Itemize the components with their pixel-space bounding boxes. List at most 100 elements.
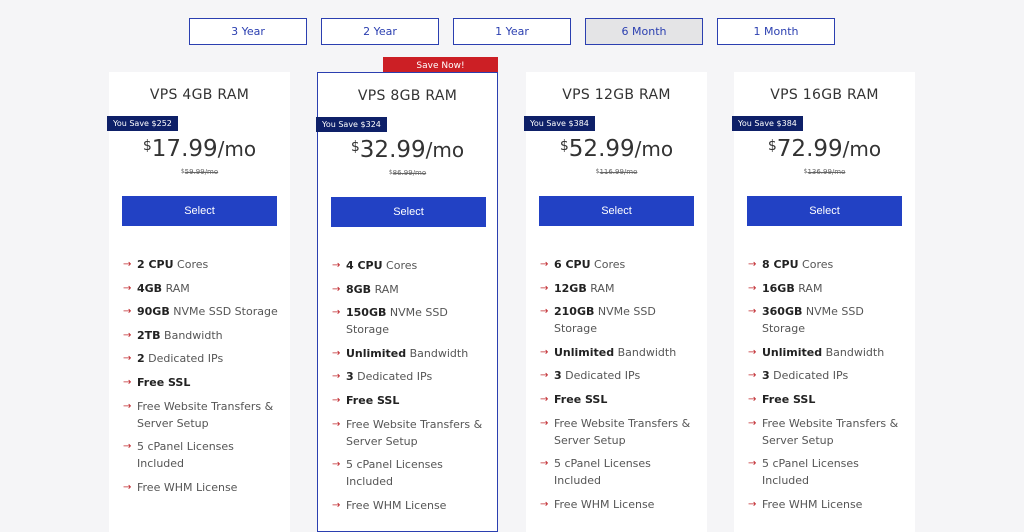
arrow-right-icon: → (540, 417, 549, 429)
feature-item: → Free SSL (748, 391, 907, 408)
feature-detail: Free WHM License (762, 497, 863, 511)
arrow-right-icon: → (748, 259, 757, 270)
feature-detail: 5 cPanel Licenses Included (137, 440, 234, 471)
feature-item: → 6 CPU Cores (540, 256, 699, 273)
feature-item: → 360GB NVMe SSD Storage (748, 303, 907, 337)
arrow-right-icon: → (332, 499, 341, 511)
plan-title: VPS 4GB RAM (149, 87, 250, 103)
feature-detail: Cores (590, 258, 626, 271)
arrow-right-icon: → (123, 376, 132, 388)
feature-item: → 3 Dedicated IPs (332, 368, 489, 385)
feature-bold: 2 (137, 352, 145, 366)
arrow-right-icon: → (332, 260, 341, 271)
feature-detail: Free WHM License (137, 480, 238, 494)
plan-price: $52.99/mo (526, 136, 707, 162)
feature-text: Free WHM License (137, 479, 237, 496)
price-amount: 52.99 (568, 136, 635, 162)
plan-price: $17.99/mo (109, 136, 290, 162)
feature-text: Free SSL (762, 391, 815, 408)
feature-text: Free Website Transfers & Server Setup (554, 415, 699, 449)
savings-badge: You Save $252 (107, 116, 178, 131)
feature-bold: 8GB (346, 282, 372, 296)
tab-3-year[interactable]: 3 Year (189, 18, 307, 45)
feature-item: → 2 CPU Cores (123, 256, 282, 273)
feature-detail: Free Website Transfers & Server Setup (554, 416, 691, 447)
feature-detail: RAM (371, 282, 399, 296)
feature-bold: Unlimited (554, 345, 615, 359)
feature-text: Free SSL (554, 391, 607, 408)
arrow-right-icon: → (123, 353, 132, 365)
feature-detail: NVMe SSD Storage (762, 305, 864, 336)
feature-item: → Free SSL (540, 391, 699, 408)
feature-detail: Dedicated IPs (353, 370, 433, 384)
feature-item: → 5 cPanel Licenses Included (332, 456, 489, 490)
original-price: $86.99/mo (318, 169, 497, 177)
price-amount: 17.99 (151, 136, 218, 162)
save-now-ribbon: Save Now! (383, 57, 498, 74)
old-price-amount: 59.99/mo (184, 168, 219, 176)
plan-card: VPS 16GB RAM You Save $384 $72.99/mo $136.9… (732, 72, 915, 532)
feature-item: → Free WHM License (748, 496, 907, 513)
currency-symbol: $ (559, 138, 569, 154)
feature-item: → Unlimited Bandwidth (748, 344, 907, 361)
feature-text: Unlimited Bandwidth (554, 344, 676, 361)
feature-detail: Free WHM License (554, 497, 655, 511)
arrow-right-icon: → (123, 282, 132, 294)
feature-detail: Free Website Transfers & Server Setup (762, 416, 899, 447)
price-period: /mo (425, 138, 465, 162)
feature-text: 4GB RAM (137, 280, 190, 297)
arrow-right-icon: → (332, 283, 341, 295)
feature-text: Free WHM License (554, 496, 654, 513)
feature-detail: 5 cPanel Licenses Included (554, 457, 651, 488)
feature-item: → 4GB RAM (123, 280, 282, 297)
feature-item: → 210GB NVMe SSD Storage (540, 303, 699, 337)
feature-text: Free Website Transfers & Server Setup (346, 416, 489, 450)
feature-detail: Free Website Transfers & Server Setup (137, 399, 274, 430)
price-amount: 32.99 (359, 137, 426, 163)
tab-6-month[interactable]: 6 Month (585, 18, 703, 45)
feature-list: → 4 CPU Cores → 8GB RAM → 150GB NVMe SSD Stor… (332, 257, 489, 520)
tab-1-month[interactable]: 1 Month (717, 18, 835, 45)
savings-badge: You Save $384 (524, 116, 595, 131)
tab-2-year[interactable]: 2 Year (321, 18, 439, 45)
tab-1-year[interactable]: 1 Year (453, 18, 571, 45)
feature-text: 12GB RAM (554, 280, 614, 297)
feature-detail: Cores (798, 258, 834, 271)
select-plan-button[interactable]: Select (539, 196, 694, 226)
billing-period-tabs: 3 Year 2 Year 1 Year 6 Month 1 Month (189, 18, 835, 45)
currency-symbol: $ (767, 138, 777, 154)
feature-item: → Free Website Transfers & Server Setup (748, 415, 907, 449)
currency-symbol: $ (142, 138, 152, 154)
original-price: $59.99/mo (109, 168, 290, 176)
feature-bold: Free SSL (346, 393, 400, 407)
old-currency-symbol: $ (388, 169, 393, 176)
select-plan-button[interactable]: Select (331, 197, 486, 227)
feature-text: 8 CPU Cores (762, 256, 833, 273)
feature-list: → 6 CPU Cores → 12GB RAM → 210GB NVMe SSD Sto… (540, 256, 699, 519)
feature-item: → Free WHM License (123, 479, 282, 496)
feature-text: Free SSL (346, 392, 399, 409)
feature-item: → Unlimited Bandwidth (540, 344, 699, 361)
feature-detail: NVMe SSD Storage (169, 305, 278, 319)
feature-item: → 4 CPU Cores (332, 257, 489, 274)
feature-text: Free WHM License (346, 497, 446, 514)
feature-text: Unlimited Bandwidth (762, 344, 884, 361)
select-plan-button[interactable]: Select (747, 196, 902, 226)
feature-detail: NVMe SSD Storage (554, 305, 656, 336)
select-plan-button[interactable]: Select (122, 196, 277, 226)
feature-bold: 4 CPU (346, 259, 383, 272)
feature-bold: 210GB (554, 305, 595, 319)
feature-text: 8GB RAM (346, 281, 399, 298)
feature-detail: Bandwidth (406, 346, 469, 360)
old-currency-symbol: $ (180, 168, 185, 175)
feature-detail: 5 cPanel Licenses Included (346, 458, 443, 489)
arrow-right-icon: → (332, 371, 341, 383)
arrow-right-icon: → (123, 259, 132, 270)
feature-text: 210GB NVMe SSD Storage (554, 303, 699, 337)
plan-card: VPS 8GB RAM You Save $324 $32.99/mo $86.99/… (316, 72, 498, 532)
feature-text: 5 cPanel Licenses Included (137, 438, 282, 472)
original-price: $116.99/mo (526, 168, 707, 176)
feature-detail: Dedicated IPs (769, 369, 849, 383)
feature-item: → 2 Dedicated IPs (123, 350, 282, 367)
feature-text: 5 cPanel Licenses Included (762, 455, 907, 489)
